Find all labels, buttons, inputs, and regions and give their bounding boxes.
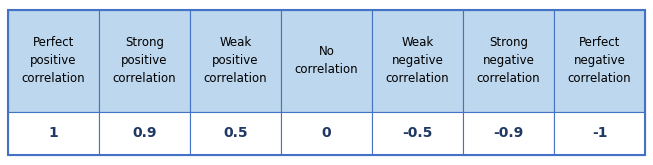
Text: No
correlation: No correlation: [295, 45, 358, 76]
Text: Weak
negative
correlation: Weak negative correlation: [386, 36, 449, 85]
Text: Strong
negative
correlation: Strong negative correlation: [477, 36, 541, 85]
Bar: [8, 10, 645, 155]
Text: 0: 0: [322, 126, 331, 140]
Bar: [8, 112, 99, 155]
Bar: [190, 10, 281, 112]
Bar: [8, 10, 99, 112]
Bar: [372, 10, 463, 112]
Text: Perfect
positive
correlation: Perfect positive correlation: [22, 36, 85, 85]
Bar: [372, 112, 463, 155]
Bar: [554, 10, 645, 112]
Text: 0.5: 0.5: [223, 126, 247, 140]
Bar: [281, 112, 372, 155]
Bar: [99, 112, 190, 155]
Text: Weak
positive
correlation: Weak positive correlation: [204, 36, 267, 85]
Bar: [281, 10, 372, 112]
Text: 1: 1: [48, 126, 58, 140]
Text: 0.9: 0.9: [132, 126, 157, 140]
Bar: [190, 112, 281, 155]
Bar: [554, 112, 645, 155]
Text: -1: -1: [592, 126, 607, 140]
Bar: [99, 10, 190, 112]
Text: -0.9: -0.9: [494, 126, 524, 140]
Bar: [463, 10, 554, 112]
Text: Perfect
negative
correlation: Perfect negative correlation: [568, 36, 631, 85]
Bar: [463, 112, 554, 155]
Text: Strong
positive
correlation: Strong positive correlation: [112, 36, 176, 85]
Text: -0.5: -0.5: [402, 126, 433, 140]
